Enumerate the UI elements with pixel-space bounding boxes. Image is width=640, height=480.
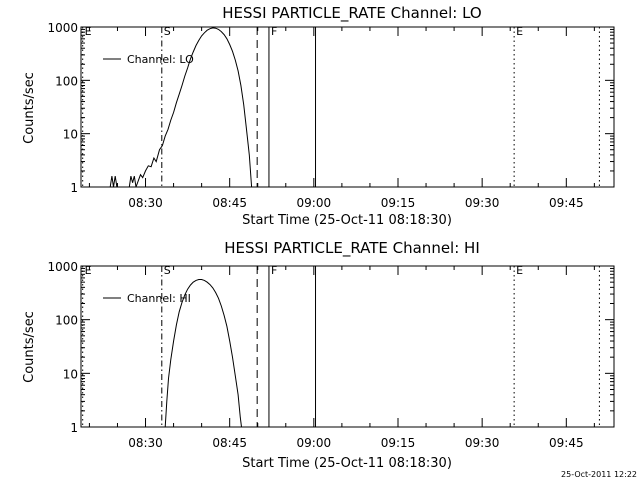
event-marker-label: E bbox=[516, 264, 523, 277]
panel-lo: HESSI PARTICLE_RATE Channel: LO Counts/s… bbox=[22, 4, 615, 228]
chart-title: HESSI PARTICLE_RATE Channel: LO bbox=[222, 4, 481, 23]
x-axis-label: Start Time (25-Oct-11 08:18:30) bbox=[242, 213, 452, 228]
timestamp-footer: 25-Oct-2011 12:22 bbox=[561, 470, 637, 479]
plot-area: 08:30 08:45 09:00 09:15 09:30 09:45 1 10 100 1000… bbox=[47, 21, 615, 210]
plot-frame bbox=[80, 265, 615, 428]
x-tick-label: 09:15 bbox=[381, 436, 416, 450]
event-marker-label: E bbox=[516, 25, 523, 38]
y-tick-label: 1 bbox=[70, 421, 78, 435]
x-tick-label: 09:00 bbox=[297, 436, 332, 450]
y-tick-label: 1000 bbox=[47, 21, 78, 35]
x-tick-label: 08:30 bbox=[128, 196, 163, 210]
y-tick-label: 1 bbox=[70, 181, 78, 195]
event-marker-label: E bbox=[85, 25, 92, 38]
y-axis-label: Counts/sec bbox=[22, 311, 37, 383]
x-tick-label: 08:45 bbox=[212, 436, 247, 450]
plot-area: 08:30 08:45 09:00 09:15 09:30 09:45 1 10 100 1000… bbox=[47, 260, 615, 450]
legend-label: Channel: LO bbox=[127, 53, 194, 66]
y-tick-label: 100 bbox=[55, 74, 78, 88]
legend-label: Channel: HI bbox=[127, 292, 191, 305]
x-tick-label: 09:45 bbox=[549, 196, 584, 210]
x-axis-label: Start Time (25-Oct-11 08:18:30) bbox=[242, 456, 452, 471]
x-tick-label: 08:30 bbox=[128, 436, 163, 450]
y-tick-label: 10 bbox=[63, 367, 78, 381]
plot-frame bbox=[80, 26, 615, 188]
x-tick-label: 09:45 bbox=[549, 436, 584, 450]
x-tick-label: 09:00 bbox=[297, 196, 332, 210]
event-marker-label: E bbox=[85, 264, 92, 277]
event-marker-label: F bbox=[271, 25, 277, 38]
chart-title: HESSI PARTICLE_RATE Channel: HI bbox=[224, 239, 480, 258]
series-line bbox=[164, 279, 242, 428]
x-tick-label: 08:45 bbox=[212, 196, 247, 210]
panel-hi: HESSI PARTICLE_RATE Channel: HI Counts/s… bbox=[22, 239, 615, 471]
event-marker-label: F bbox=[271, 264, 277, 277]
x-tick-label: 09:30 bbox=[465, 196, 500, 210]
x-tick-label: 09:15 bbox=[381, 196, 416, 210]
series-line bbox=[109, 27, 253, 188]
x-tick-label: 09:30 bbox=[465, 436, 500, 450]
y-tick-label: 1000 bbox=[47, 260, 78, 274]
y-tick-label: 100 bbox=[55, 314, 78, 328]
event-marker-label: S bbox=[164, 25, 171, 38]
y-axis-label: Counts/sec bbox=[22, 72, 37, 144]
event-marker-label: S bbox=[164, 264, 171, 277]
y-tick-label: 10 bbox=[63, 128, 78, 142]
